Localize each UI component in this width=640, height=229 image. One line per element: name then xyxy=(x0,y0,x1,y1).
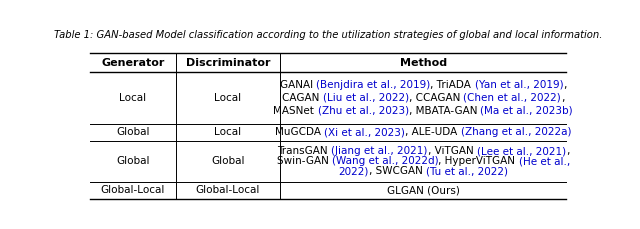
Text: , CCAGAN: , CCAGAN xyxy=(409,93,463,103)
Text: , SWCGAN: , SWCGAN xyxy=(369,166,426,177)
Text: (Zhang et al., 2022a): (Zhang et al., 2022a) xyxy=(461,127,572,137)
Text: CAGAN: CAGAN xyxy=(282,93,323,103)
Text: MuGCDA: MuGCDA xyxy=(275,127,324,137)
Text: (Liu et al., 2022): (Liu et al., 2022) xyxy=(323,93,409,103)
Text: , ViTGAN: , ViTGAN xyxy=(428,146,477,156)
Text: ,: , xyxy=(561,93,564,103)
Text: Generator: Generator xyxy=(101,57,164,68)
Text: , TriADA: , TriADA xyxy=(431,80,475,90)
Text: (Yan et al., 2019): (Yan et al., 2019) xyxy=(475,80,563,90)
Text: (He et al.,: (He et al., xyxy=(518,156,570,166)
Text: (Ma et al., 2023b): (Ma et al., 2023b) xyxy=(481,106,573,116)
Text: GLGAN (Ours): GLGAN (Ours) xyxy=(387,185,460,195)
Text: , ALE-UDA: , ALE-UDA xyxy=(405,127,461,137)
Text: (Zhu et al., 2023): (Zhu et al., 2023) xyxy=(317,106,409,116)
Text: (Tu et al., 2022): (Tu et al., 2022) xyxy=(426,166,508,177)
Text: Global-Local: Global-Local xyxy=(196,185,260,195)
Text: Table 1: GAN-based Model classification according to the utilization strategies : Table 1: GAN-based Model classification … xyxy=(54,30,602,40)
Text: 2022): 2022) xyxy=(339,166,369,177)
Text: GANAI: GANAI xyxy=(280,80,316,90)
Text: Global: Global xyxy=(116,127,150,137)
Text: Global-Local: Global-Local xyxy=(100,185,165,195)
Text: , MBATA-GAN: , MBATA-GAN xyxy=(409,106,481,116)
Text: MASNet: MASNet xyxy=(273,106,317,116)
Text: ,: , xyxy=(566,146,569,156)
Text: Method: Method xyxy=(399,57,447,68)
Text: , HyperViTGAN: , HyperViTGAN xyxy=(438,156,518,166)
Text: Swin-GAN: Swin-GAN xyxy=(276,156,332,166)
Text: Local: Local xyxy=(214,127,241,137)
Text: (Chen et al., 2022): (Chen et al., 2022) xyxy=(463,93,561,103)
Text: Global: Global xyxy=(211,156,244,166)
Text: TransGAN: TransGAN xyxy=(277,146,332,156)
Text: Global: Global xyxy=(116,156,150,166)
Text: (Benjdira et al., 2019): (Benjdira et al., 2019) xyxy=(316,80,431,90)
Text: (Jiang et al., 2021): (Jiang et al., 2021) xyxy=(332,146,428,156)
Text: (Wang et al., 2022d): (Wang et al., 2022d) xyxy=(332,156,438,166)
Text: Local: Local xyxy=(214,93,241,103)
Text: Discriminator: Discriminator xyxy=(186,57,270,68)
Text: ,: , xyxy=(563,80,566,90)
Text: (Xi et al., 2023): (Xi et al., 2023) xyxy=(324,127,405,137)
Text: (Lee et al., 2021): (Lee et al., 2021) xyxy=(477,146,566,156)
Text: Local: Local xyxy=(119,93,147,103)
